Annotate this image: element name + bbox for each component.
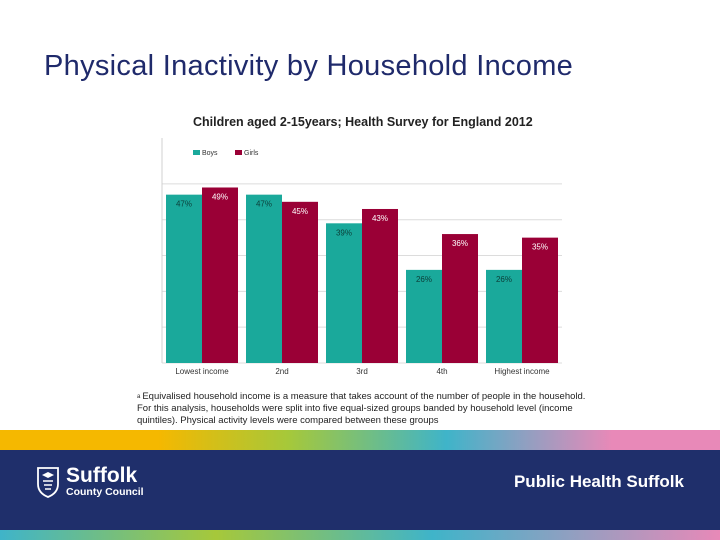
bar-girls-5 bbox=[522, 237, 558, 363]
chart-svg: Children aged 2-15years; Health Survey f… bbox=[161, 115, 562, 376]
footer-bottom-stripe bbox=[0, 530, 720, 540]
x-tick-label-5: Highest income bbox=[494, 367, 550, 376]
logo-name: Suffolk bbox=[66, 464, 138, 487]
bar-girls-4 bbox=[442, 234, 478, 363]
suffolk-crest-icon bbox=[37, 467, 59, 498]
footer-color-stripe bbox=[0, 430, 720, 452]
data-label-girls-1: 49% bbox=[212, 192, 228, 201]
chart-legend: Boys Girls bbox=[193, 150, 259, 157]
legend-swatch-boys bbox=[193, 150, 200, 155]
data-label-girls-4: 36% bbox=[452, 239, 468, 248]
org-name: Public Health Suffolk bbox=[513, 472, 684, 491]
chart-x-tick-labels: Lowest income 2nd 3rd 4th Highest income bbox=[175, 367, 550, 376]
data-label-girls-5: 35% bbox=[532, 243, 548, 252]
legend-label-boys: Boys bbox=[202, 150, 218, 157]
footnote-text: Equivalised household income is a measur… bbox=[137, 391, 586, 426]
x-tick-label-1: Lowest income bbox=[175, 367, 229, 376]
data-label-girls-3: 43% bbox=[372, 214, 388, 223]
data-label-boys-5: 26% bbox=[496, 275, 512, 284]
footnote: a Equivalised household income is a measu… bbox=[137, 391, 587, 427]
chart-bars bbox=[166, 187, 558, 363]
bar-chart: Children aged 2-15years; Health Survey f… bbox=[150, 108, 580, 383]
footnote-marker: a bbox=[137, 394, 141, 400]
bar-boys-4 bbox=[406, 269, 442, 363]
data-label-boys-2: 47% bbox=[256, 200, 272, 209]
data-label-boys-4: 26% bbox=[416, 275, 432, 284]
chart-title: Children aged 2-15years; Health Survey f… bbox=[193, 115, 533, 129]
chart-data-labels: 47% 49% 47% 45% 39% 43% 26% 36% 26% 35% bbox=[176, 192, 548, 283]
bar-boys-2 bbox=[246, 194, 282, 363]
legend-label-girls: Girls bbox=[244, 150, 259, 157]
bar-girls-2 bbox=[282, 201, 318, 363]
bar-boys-1 bbox=[166, 194, 202, 363]
bar-girls-1 bbox=[202, 187, 238, 363]
x-tick-label-3: 3rd bbox=[356, 367, 368, 376]
footer-band bbox=[0, 450, 720, 532]
legend-swatch-girls bbox=[235, 150, 242, 155]
data-label-boys-1: 47% bbox=[176, 200, 192, 209]
data-label-girls-2: 45% bbox=[292, 207, 308, 216]
logo-subtitle: County Council bbox=[66, 486, 144, 498]
suffolk-logo: Suffolk County Council bbox=[36, 464, 144, 498]
slide-title: Physical Inactivity by Household Income bbox=[44, 50, 574, 82]
bar-boys-3 bbox=[326, 223, 362, 363]
x-tick-label-4: 4th bbox=[436, 367, 447, 376]
data-label-boys-3: 39% bbox=[336, 228, 352, 237]
bar-girls-3 bbox=[362, 208, 398, 363]
bar-boys-5 bbox=[486, 269, 522, 363]
x-tick-label-2: 2nd bbox=[275, 367, 288, 376]
